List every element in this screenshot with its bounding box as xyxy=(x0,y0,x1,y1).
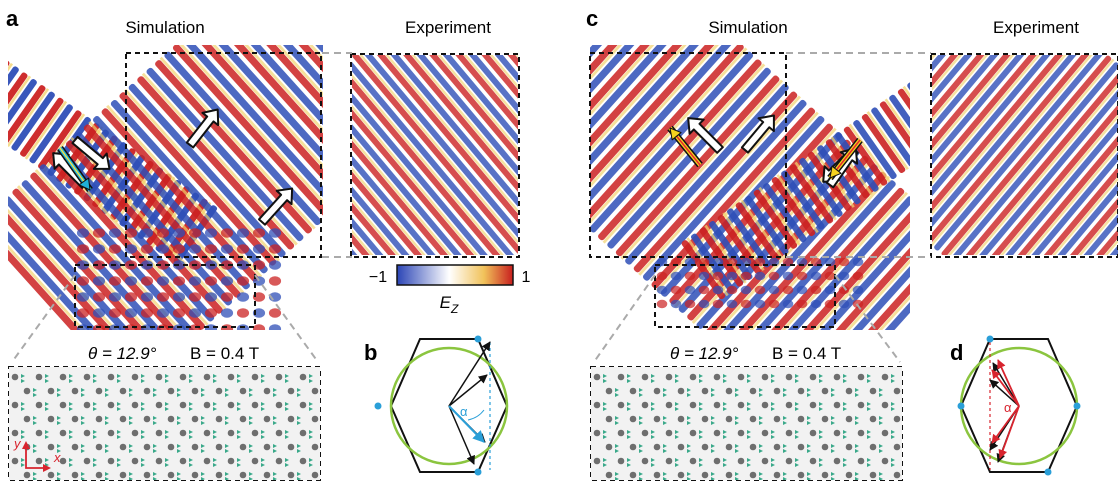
lattice-left xyxy=(9,367,320,480)
vertex-dot xyxy=(474,468,482,476)
simulation-field-c xyxy=(590,45,910,330)
colorbar-min-label: −1 xyxy=(369,269,387,286)
panel-label-a: a xyxy=(6,6,19,31)
axis-x-label: x xyxy=(53,450,61,465)
simulation-field-a xyxy=(8,45,323,330)
experiment-field-c xyxy=(932,55,1118,255)
vertex-dot xyxy=(986,335,994,343)
header-experiment-left: Experiment xyxy=(405,18,491,37)
zoom-line-a-right xyxy=(254,274,319,363)
sim-box-c xyxy=(589,52,787,258)
experiment-field-a xyxy=(352,55,518,255)
zoom-line-a-left xyxy=(11,274,76,363)
axis-y-label: y xyxy=(13,436,22,451)
sim-box-a xyxy=(125,52,322,258)
theta-label-right: θ = 12.9° xyxy=(670,344,739,363)
zoom-line-c-right xyxy=(834,274,901,363)
colorbar-max-label: 1 xyxy=(522,269,531,286)
panel-label-d: d xyxy=(950,340,963,365)
panel-label-b: b xyxy=(364,340,377,365)
exp-box-a xyxy=(350,53,520,258)
hollow-arrow-icon xyxy=(185,108,220,149)
brillouin-hexagon-d: α xyxy=(957,335,1081,476)
panel-label-c: c xyxy=(586,6,598,31)
b-label-right: B = 0.4 T xyxy=(772,344,841,363)
zoom-line-c-left xyxy=(593,274,656,363)
axis-indicator xyxy=(22,441,51,472)
hollow-arrow-icon xyxy=(258,187,294,226)
colorbar-quantity: EZ xyxy=(440,293,459,316)
alpha-label-d: α xyxy=(1004,400,1012,415)
vertex-dot xyxy=(474,335,482,343)
vertex-dot xyxy=(1073,402,1081,410)
red-yellow-arrow-icon xyxy=(827,137,863,181)
hollow-arrow-icon xyxy=(740,114,775,154)
theta-label-left: θ = 12.9° xyxy=(88,344,157,363)
header-simulation-right: Simulation xyxy=(708,18,787,37)
vertex-dot xyxy=(957,402,965,410)
hollow-arrow-icon xyxy=(71,135,111,170)
b-label-left: B = 0.4 T xyxy=(190,344,259,363)
header-experiment-right: Experiment xyxy=(993,18,1079,37)
alpha-label-b: α xyxy=(460,404,468,419)
zoom-box-a xyxy=(74,264,256,328)
zoom-box-c xyxy=(654,264,836,328)
cyan-yellow-arrow-icon xyxy=(57,145,93,193)
brillouin-hexagon-b: α xyxy=(374,335,509,476)
lattice-right xyxy=(591,367,902,480)
vertex-dot xyxy=(374,402,382,410)
red-yellow-arrow-icon xyxy=(667,125,703,168)
exp-box-c xyxy=(930,53,1118,258)
colorbar: −1 1 EZ xyxy=(369,264,531,316)
header-simulation-left: Simulation xyxy=(125,18,204,37)
vertex-dot xyxy=(1044,468,1052,476)
hollow-arrow-icon xyxy=(687,117,724,154)
